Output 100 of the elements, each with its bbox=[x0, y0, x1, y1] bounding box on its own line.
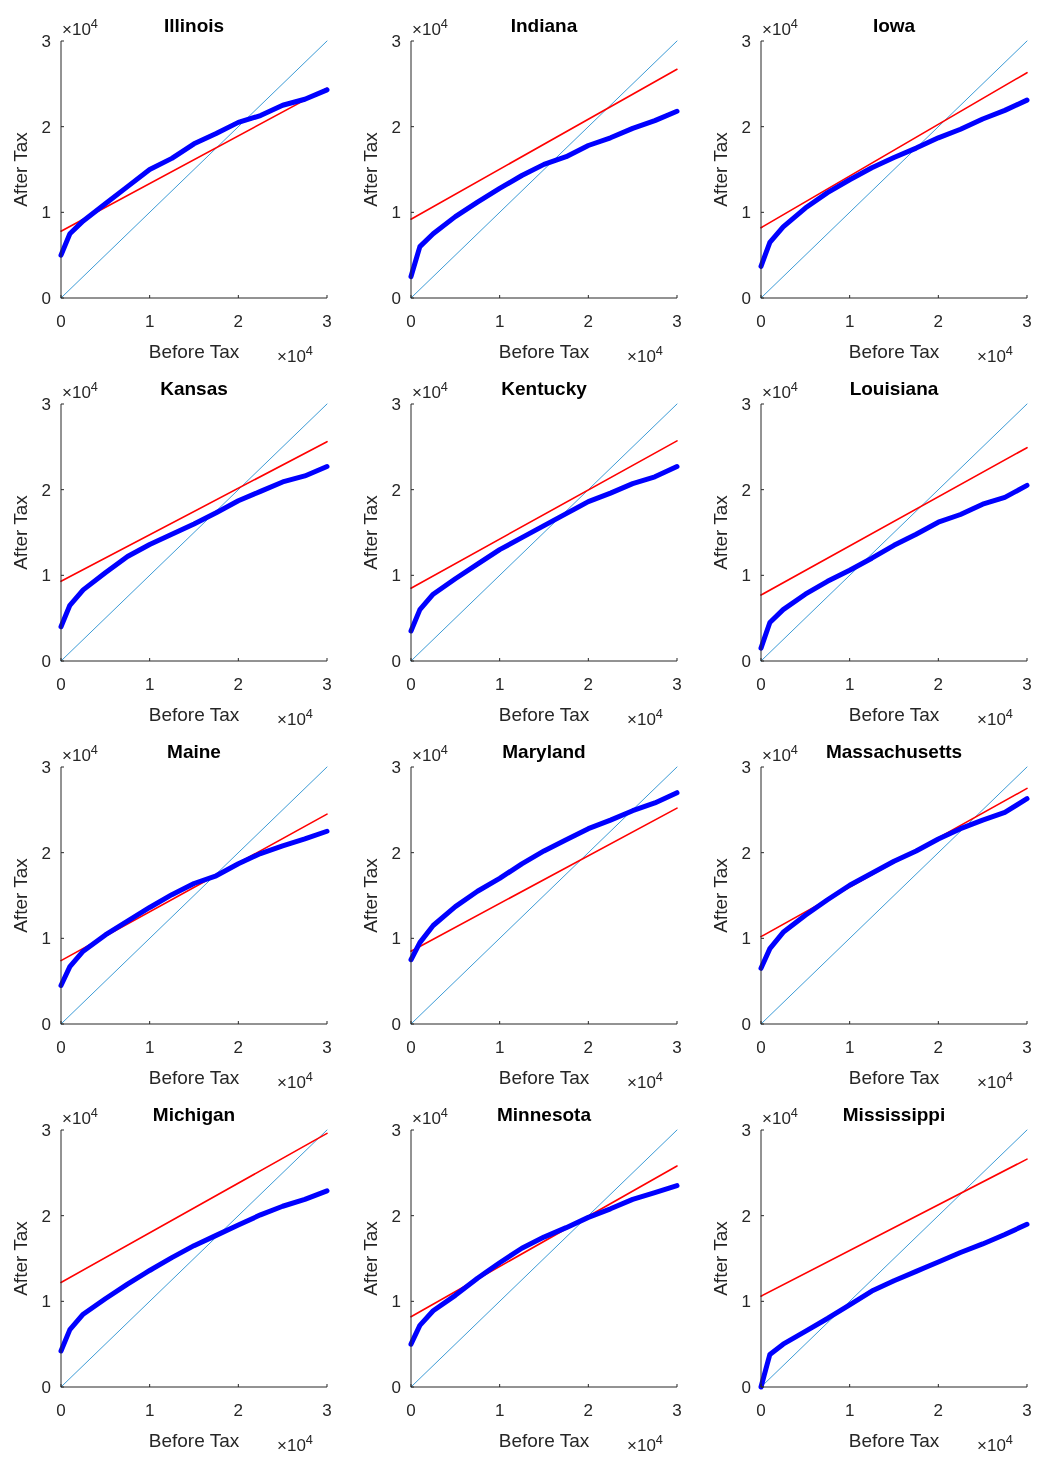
y-tick-label: 2 bbox=[391, 843, 401, 863]
text: ×10$^{4}$ bbox=[977, 1431, 1013, 1455]
x-axis-title: Before Tax bbox=[498, 704, 590, 725]
y-tick-label: 2 bbox=[741, 1206, 751, 1226]
y-tick-label: 2 bbox=[391, 117, 401, 137]
text: ×10$^{4}$ bbox=[62, 1104, 98, 1128]
x-axis-title: Before Tax bbox=[848, 341, 940, 362]
chart-title: Massachusetts bbox=[825, 741, 963, 762]
y-tick-label: 3 bbox=[41, 395, 51, 414]
y-tick-label: 1 bbox=[41, 1292, 51, 1312]
x-tick-label: 2 bbox=[583, 1401, 594, 1420]
x-tick-label: 0 bbox=[406, 312, 416, 331]
text: ×10$^{4}$ bbox=[977, 705, 1013, 729]
y-axis-title: After Tax bbox=[10, 494, 31, 570]
x-tick-label: 1 bbox=[844, 312, 855, 331]
y-tick-label: 1 bbox=[741, 203, 751, 223]
x-tick-label: 2 bbox=[583, 675, 594, 694]
y-tick-label: 1 bbox=[41, 203, 51, 223]
y-axis-title: After Tax bbox=[10, 131, 31, 207]
x-tick-label: 0 bbox=[756, 1038, 766, 1057]
x-tick-label: 1 bbox=[494, 675, 505, 694]
text: ×10$^{4}$ bbox=[627, 1431, 663, 1455]
y-tick-label: 1 bbox=[391, 929, 401, 949]
y-tick-label: 0 bbox=[41, 652, 51, 671]
chart-title: Michigan bbox=[152, 1104, 236, 1125]
chart-title: Kentucky bbox=[501, 378, 588, 399]
x-tick-label: 1 bbox=[144, 675, 155, 694]
x-tick-label: 1 bbox=[494, 1401, 505, 1420]
y-tick-label: 2 bbox=[41, 843, 51, 863]
x-axis-title: Before Tax bbox=[148, 1067, 240, 1088]
y-tick-label: 3 bbox=[41, 32, 51, 51]
x-axis-title: Before Tax bbox=[148, 704, 240, 725]
text: ×10$^{4}$ bbox=[412, 15, 448, 39]
y-tick-label: 3 bbox=[741, 1121, 751, 1140]
x-tick-label: 1 bbox=[494, 1038, 505, 1057]
x-tick-label: 0 bbox=[406, 1038, 416, 1057]
chart-title: Louisiana bbox=[849, 378, 939, 399]
chart-title: Mississippi bbox=[842, 1104, 946, 1125]
chart-title: Illinois bbox=[163, 15, 225, 36]
text: ×10$^{4}$ bbox=[62, 378, 98, 402]
x-axis-title: Before Tax bbox=[848, 1430, 940, 1451]
text: ×10$^{4}$ bbox=[277, 342, 313, 366]
y-tick-label: 0 bbox=[41, 1015, 51, 1034]
y-tick-label: 1 bbox=[391, 566, 401, 586]
chart-title: Minnesota bbox=[497, 1104, 592, 1125]
x-tick-label: 3 bbox=[1022, 1038, 1032, 1057]
x-tick-label: 2 bbox=[933, 1038, 944, 1057]
y-axis-title: After Tax bbox=[710, 1220, 731, 1296]
x-axis-title: Before Tax bbox=[498, 1430, 590, 1451]
y-tick-label: 2 bbox=[41, 480, 51, 500]
x-tick-label: 0 bbox=[756, 675, 766, 694]
text: ×10$^{4}$ bbox=[277, 1068, 313, 1092]
y-tick-label: 3 bbox=[41, 1121, 51, 1140]
x-tick-label: 1 bbox=[494, 312, 505, 331]
x-tick-label: 2 bbox=[233, 312, 244, 331]
y-tick-label: 2 bbox=[41, 1206, 51, 1226]
y-tick-label: 1 bbox=[41, 929, 51, 949]
y-tick-label: 0 bbox=[391, 1378, 401, 1397]
y-axis-title: After Tax bbox=[10, 1220, 31, 1296]
text: ×10$^{4}$ bbox=[62, 741, 98, 765]
y-tick-label: 1 bbox=[41, 566, 51, 586]
y-tick-label: 2 bbox=[741, 843, 751, 863]
x-tick-label: 1 bbox=[844, 1401, 855, 1420]
y-tick-label: 0 bbox=[741, 652, 751, 671]
text: ×10$^{4}$ bbox=[627, 342, 663, 366]
text: ×10$^{4}$ bbox=[627, 1068, 663, 1092]
x-tick-label: 2 bbox=[583, 312, 594, 331]
y-tick-label: 2 bbox=[391, 1206, 401, 1226]
chart-title: Indiana bbox=[510, 15, 578, 36]
y-tick-label: 0 bbox=[741, 1378, 751, 1397]
text: ×10$^{4}$ bbox=[412, 1104, 448, 1128]
text: ×10$^{4}$ bbox=[762, 378, 798, 402]
y-axis-title: After Tax bbox=[360, 494, 381, 570]
x-tick-label: 2 bbox=[583, 1038, 594, 1057]
y-tick-label: 3 bbox=[391, 758, 401, 777]
x-tick-label: 2 bbox=[933, 675, 944, 694]
y-tick-label: 0 bbox=[391, 652, 401, 671]
y-tick-label: 0 bbox=[391, 289, 401, 308]
x-axis-title: Before Tax bbox=[148, 1430, 240, 1451]
text: ×10$^{4}$ bbox=[277, 1431, 313, 1455]
x-tick-label: 1 bbox=[844, 1038, 855, 1057]
text: ×10$^{4}$ bbox=[62, 15, 98, 39]
text: ×10$^{4}$ bbox=[762, 15, 798, 39]
x-tick-label: 0 bbox=[56, 1038, 66, 1057]
x-tick-label: 1 bbox=[144, 1038, 155, 1057]
text: ×10$^{4}$ bbox=[762, 741, 798, 765]
y-tick-label: 3 bbox=[391, 395, 401, 414]
chart-title: Maryland bbox=[502, 741, 586, 762]
x-tick-label: 3 bbox=[322, 1401, 332, 1420]
y-tick-label: 0 bbox=[391, 1015, 401, 1034]
y-tick-label: 1 bbox=[391, 1292, 401, 1312]
y-tick-label: 0 bbox=[741, 1015, 751, 1034]
x-tick-label: 2 bbox=[233, 675, 244, 694]
y-tick-label: 1 bbox=[741, 1292, 751, 1312]
y-tick-label: 0 bbox=[741, 289, 751, 308]
x-tick-label: 3 bbox=[1022, 312, 1032, 331]
y-axis-title: After Tax bbox=[710, 494, 731, 570]
y-axis-title: After Tax bbox=[710, 131, 731, 207]
text: ×10$^{4}$ bbox=[762, 1104, 798, 1128]
x-tick-label: 2 bbox=[933, 1401, 944, 1420]
